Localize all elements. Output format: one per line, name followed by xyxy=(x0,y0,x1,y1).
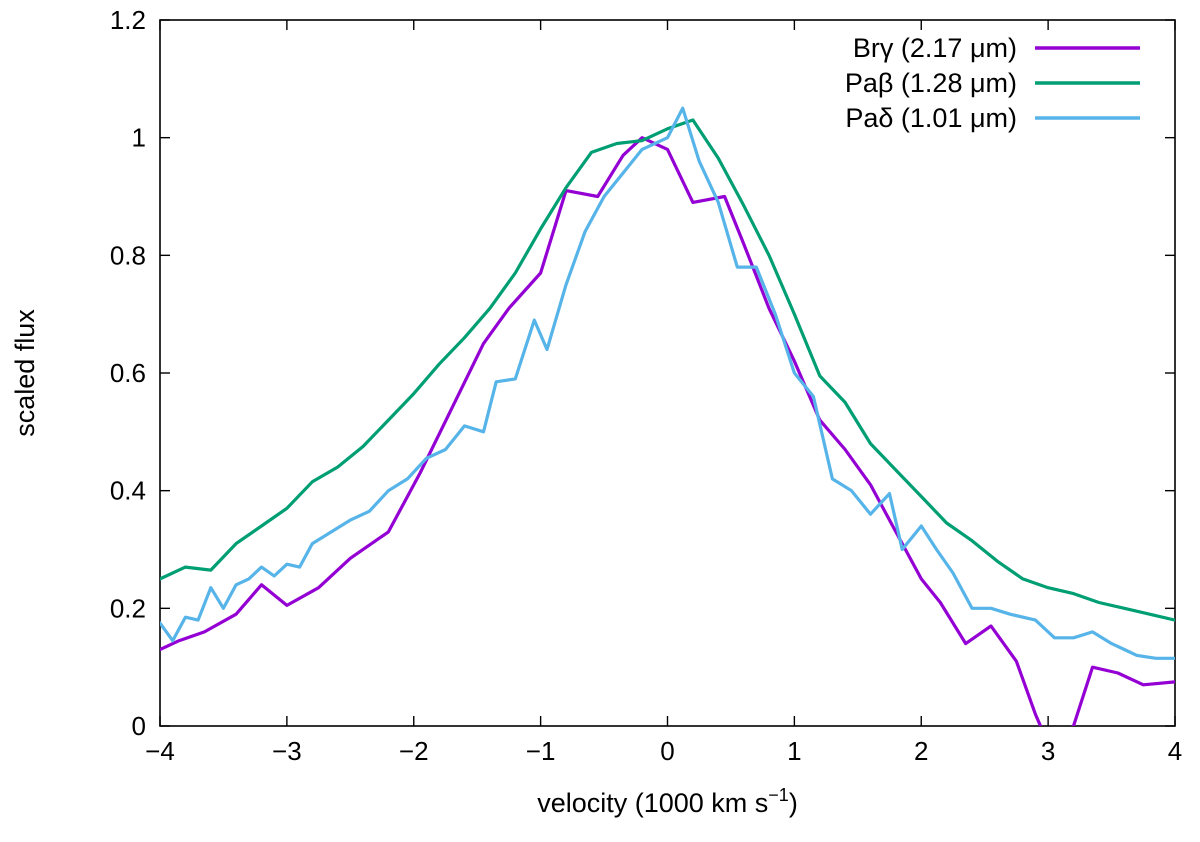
x-tick-label: −4 xyxy=(145,736,175,766)
x-tick-label: 0 xyxy=(660,736,674,766)
y-tick-label: 0.6 xyxy=(110,358,146,388)
legend-label-0: Brγ (2.17 μm) xyxy=(853,33,1017,63)
x-tick-label: 1 xyxy=(787,736,801,766)
x-tick-label: 3 xyxy=(1041,736,1055,766)
plot-frame xyxy=(159,19,1176,727)
y-tick-label: 1 xyxy=(132,123,146,153)
series-line-0 xyxy=(160,136,1175,726)
x-tick-label: 2 xyxy=(914,736,928,766)
y-tick-label: 0 xyxy=(132,711,146,741)
y-tick-label: 0.2 xyxy=(110,593,146,623)
x-tick-label: −3 xyxy=(272,736,302,766)
legend-label-2: Paδ (1.01 μm) xyxy=(845,103,1017,133)
plot-frame-group xyxy=(159,19,1176,727)
ticks-group: −4 −3 −2 −1 0 1 2 3 4 0 0.2 0.4 0.6 0.8 1 1.2 xyxy=(110,5,1182,766)
series-line-1 xyxy=(160,118,1175,622)
y-tick-label: 0.8 xyxy=(110,240,146,270)
y-tick-label: 1.2 xyxy=(110,5,146,35)
x-tick-label: −2 xyxy=(399,736,429,766)
y-tick-label: 0.4 xyxy=(110,476,146,506)
x-axis-label: velocity (1000 km s−1) xyxy=(537,785,798,818)
x-tick-label: −1 xyxy=(526,736,556,766)
series-line-2 xyxy=(160,106,1175,660)
legend-label-1: Paβ (1.28 μm) xyxy=(845,68,1017,98)
legend-group: Brγ (2.17 μm) Paβ (1.28 μm) Paδ (1.01 μm) xyxy=(845,33,1140,133)
series-group xyxy=(160,106,1175,726)
x-tick-label: 4 xyxy=(1168,736,1182,766)
y-axis-label: scaled flux xyxy=(10,309,40,437)
